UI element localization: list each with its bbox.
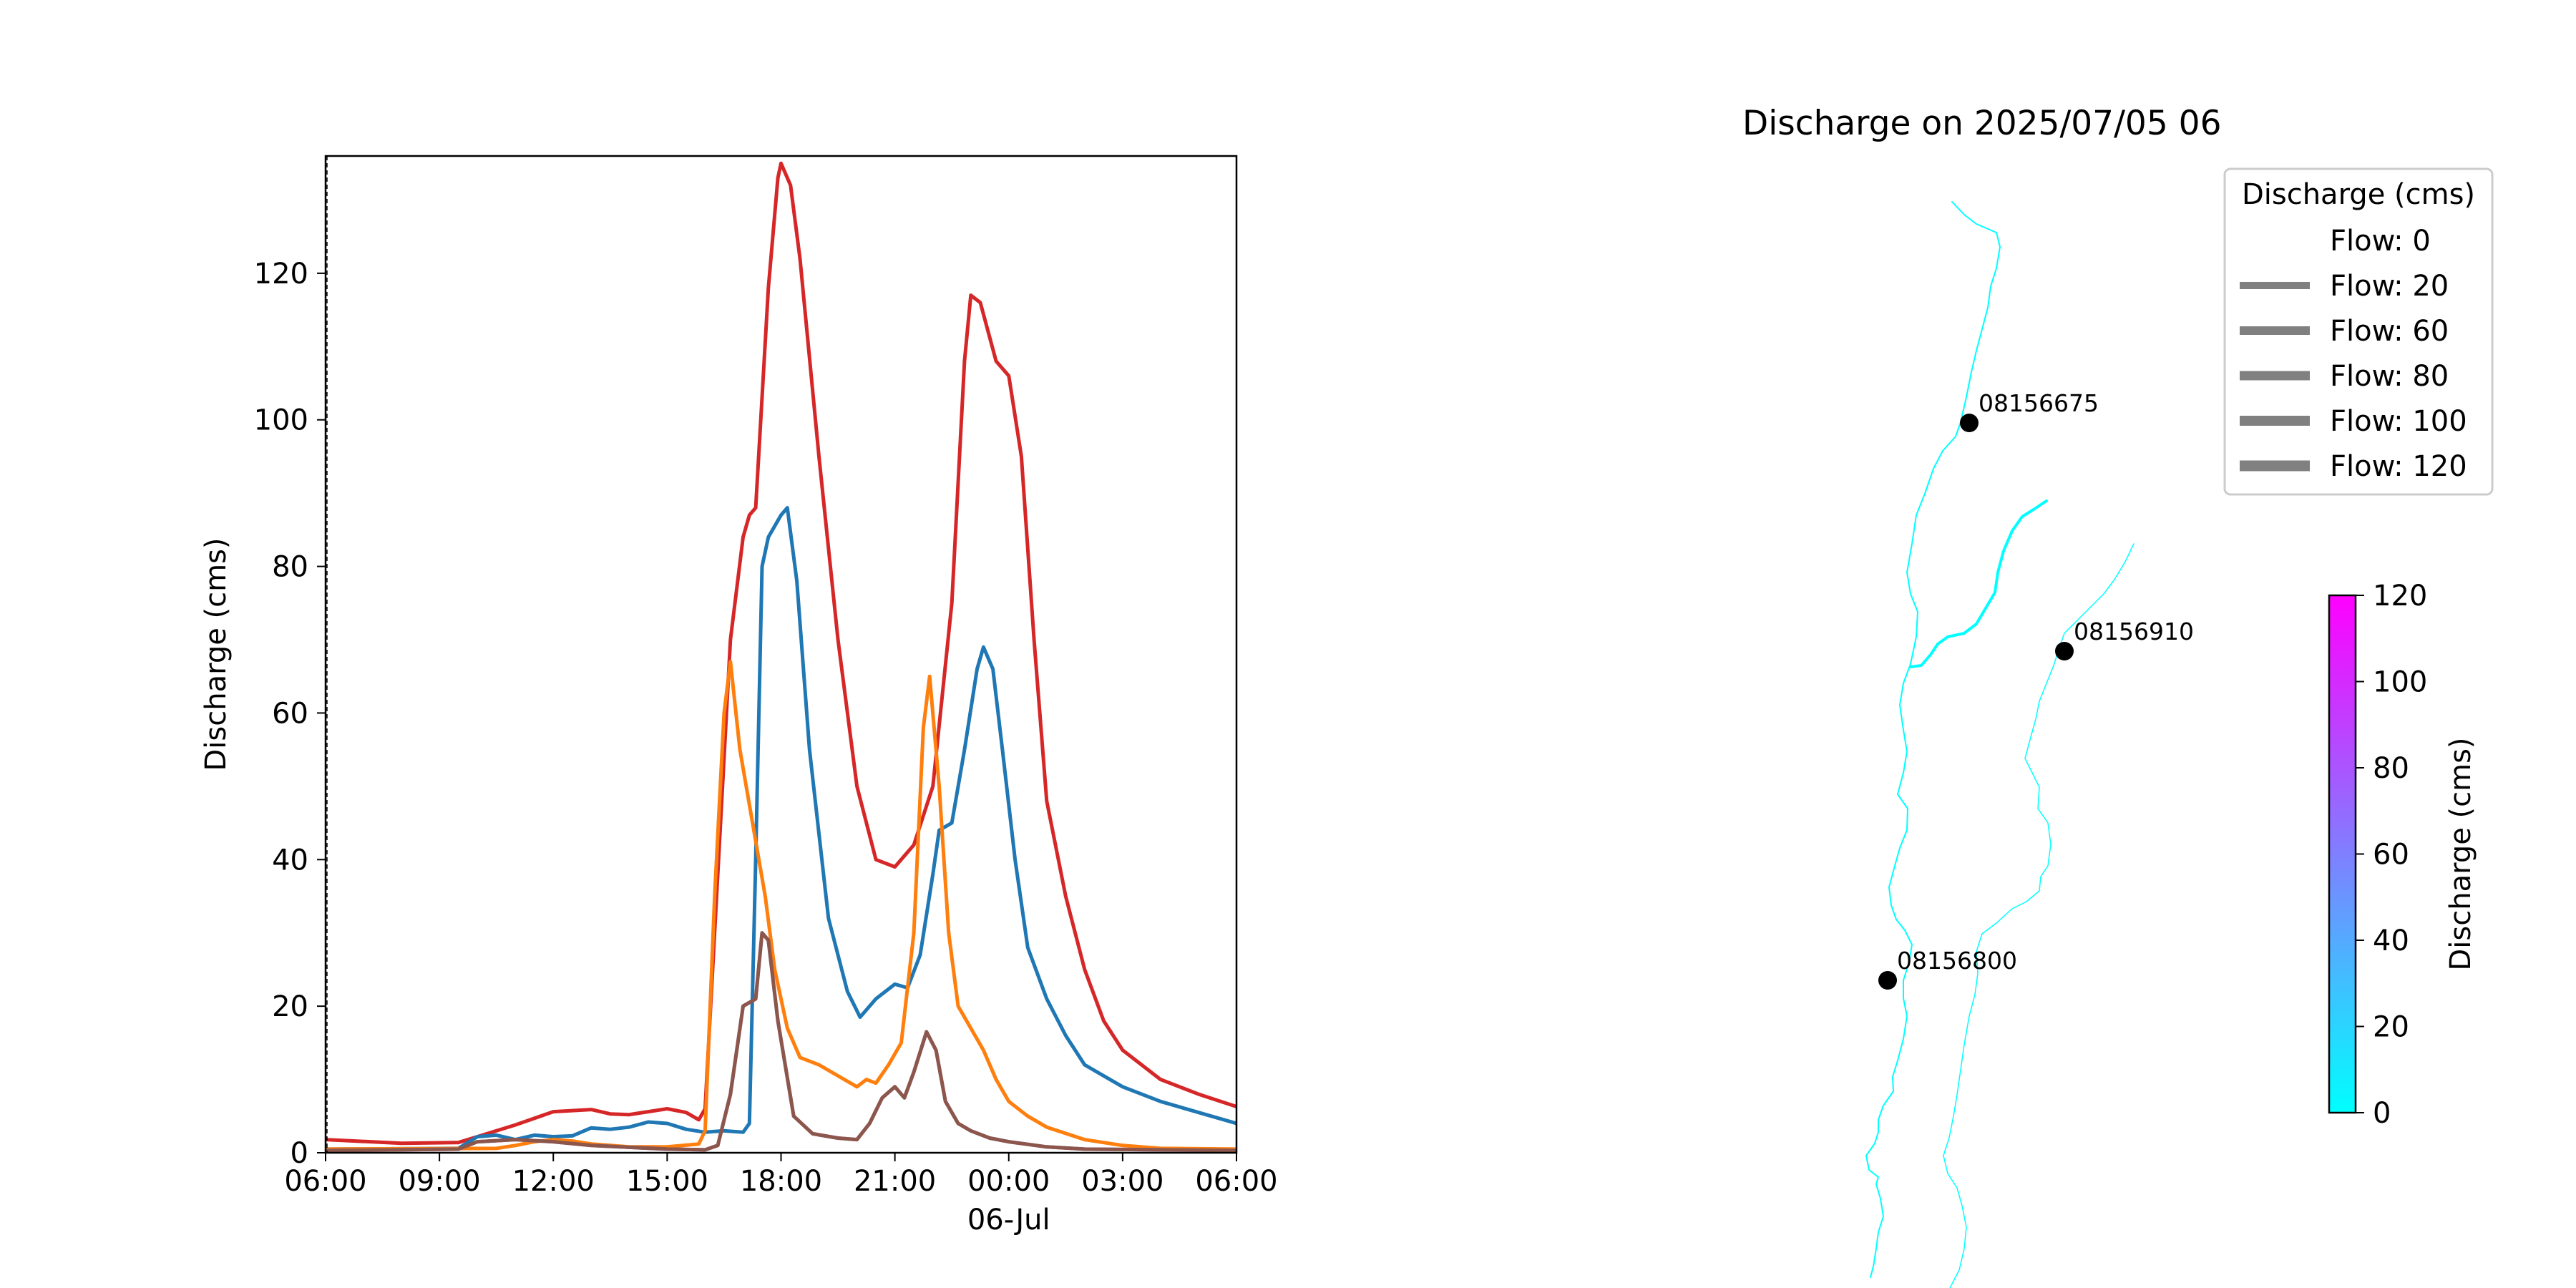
flow-legend: Discharge (cms) Flow: 0 Flow: 20 Flow: 60 Fl… — [2223, 167, 2494, 496]
x-tick-label-2: 12:00 — [512, 1165, 595, 1198]
x-tick-label-4: 18:00 — [740, 1165, 822, 1198]
x-tick-label-3: 15:00 — [626, 1165, 708, 1198]
legend-label-1: Flow: 20 — [2330, 270, 2449, 303]
colorbar-label: Discharge (cms) — [2444, 737, 2477, 970]
map-title: Discharge on 2025/07/05 06 — [1742, 104, 2221, 143]
stream-main-stem — [1865, 201, 2001, 1278]
stream-tributary-north — [1909, 499, 2048, 668]
colorbar-tick-label-4: 80 — [2373, 752, 2409, 785]
gauge-label-2: 08156800 — [1897, 947, 2017, 975]
y-axis-label: Discharge (cms) — [200, 537, 233, 771]
y-tick-label-5: 100 — [254, 404, 308, 437]
colorbar-tick-label-6: 120 — [2373, 580, 2427, 613]
series-line-0 — [326, 161, 1236, 1146]
discharge-timeseries-chart: 06:00 09:00 12:00 15:00 18:00 21:00 00:00 03:00… — [200, 155, 1278, 1236]
y-tick-label-0: 0 — [291, 1137, 308, 1170]
colorbar-tick-label-0: 0 — [2373, 1097, 2391, 1130]
colorbar-tick-label-1: 20 — [2373, 1011, 2409, 1044]
legend-label-0: Flow: 0 — [2330, 225, 2431, 258]
x-tick-label-0: 06:00 — [284, 1165, 366, 1198]
x-tick-label-1: 09:00 — [398, 1165, 480, 1198]
gauge-label-0: 08156675 — [1979, 389, 2099, 417]
x-tick-label-8: 06:00 — [1195, 1165, 1277, 1198]
series-line-2 — [326, 660, 1236, 1151]
legend-label-3: Flow: 80 — [2330, 360, 2449, 393]
gauge-label-1: 08156910 — [2074, 618, 2194, 645]
colorbar-tick-label-3: 60 — [2373, 839, 2409, 872]
stream-network — [1865, 201, 2135, 1288]
gauge-marker-1 — [2055, 642, 2074, 660]
legend-box — [2223, 167, 2494, 496]
legend-label-4: Flow: 100 — [2330, 405, 2467, 438]
x-tick-label-6: 00:00 — [967, 1165, 1050, 1198]
series-line-4 — [326, 931, 1236, 1153]
discharge-map: Discharge on 2025/07/05 06 08156675 081569… — [1742, 104, 2494, 1288]
colorbar-tick-label-2: 40 — [2373, 924, 2409, 957]
x-tick-label-7: 03:00 — [1081, 1165, 1163, 1198]
y-tick-label-6: 120 — [254, 258, 308, 291]
stream-east-branch — [1943, 543, 2135, 1288]
series-group — [326, 161, 1236, 1153]
legend-title: Discharge (cms) — [2242, 178, 2475, 211]
y-tick-label-2: 40 — [272, 844, 308, 877]
gauge-marker-2 — [1878, 971, 1897, 990]
series-line-1 — [326, 506, 1236, 1151]
y-tick-label-3: 60 — [272, 697, 308, 730]
x-date-label: 06-Jul — [967, 1204, 1050, 1236]
gauge-marker-0 — [1960, 414, 1979, 432]
colorbar: 0 20 40 60 80 100 120 Discharge (cms) — [2328, 580, 2477, 1130]
colorbar-tick-label-5: 100 — [2373, 666, 2427, 699]
y-tick-label-1: 20 — [272, 990, 308, 1023]
y-tick-label-4: 80 — [272, 551, 308, 584]
legend-label-2: Flow: 60 — [2330, 315, 2449, 348]
legend-label-5: Flow: 120 — [2330, 450, 2467, 483]
colorbar-gradient — [2328, 594, 2357, 1114]
x-tick-label-5: 21:00 — [854, 1165, 936, 1198]
